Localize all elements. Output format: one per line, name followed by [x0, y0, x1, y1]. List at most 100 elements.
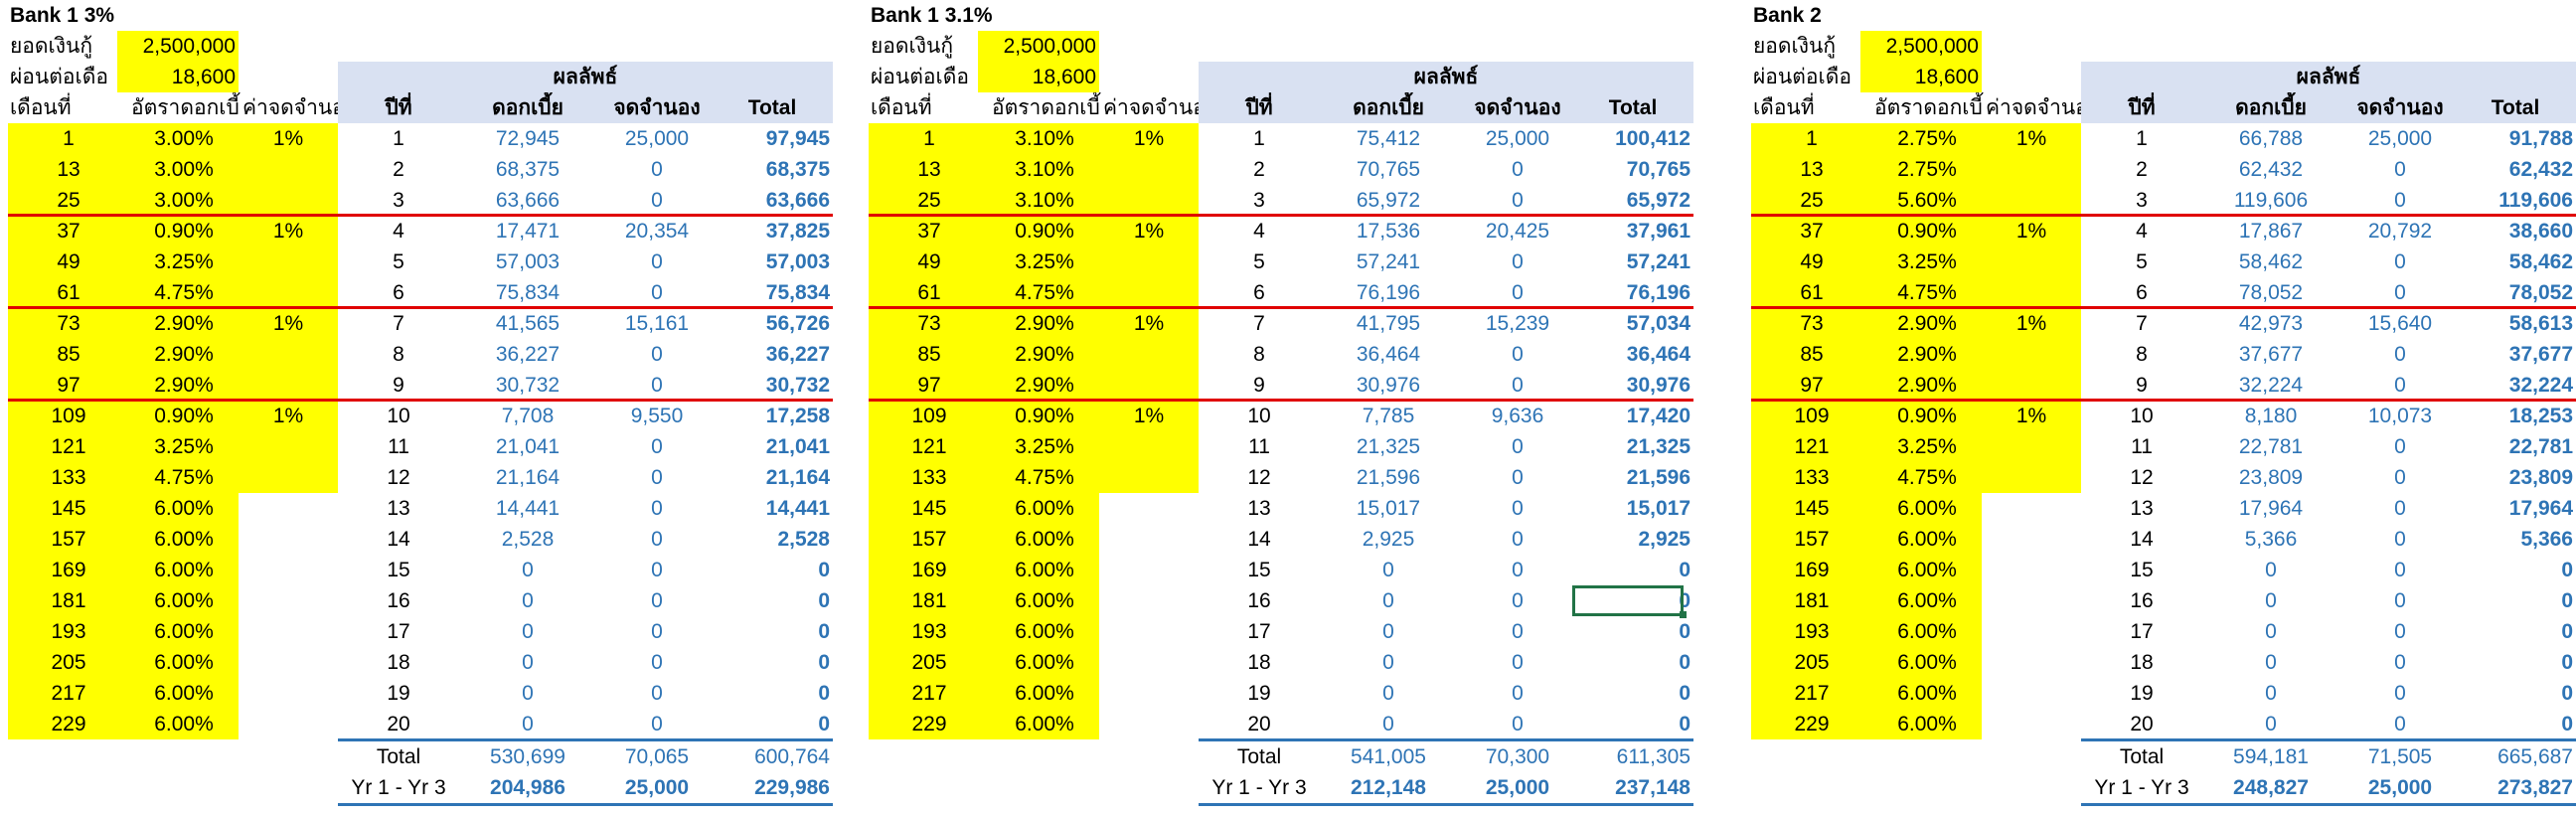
year-cell[interactable]: 18 — [1247, 651, 1271, 674]
yr-total[interactable]: 229,986 — [754, 776, 830, 799]
mortgage-cell[interactable]: 0 — [2394, 589, 2406, 612]
total-cell[interactable]: 32,224 — [2508, 374, 2573, 397]
total-cell[interactable]: 37,961 — [1626, 220, 1690, 243]
total-cell[interactable]: 0 — [818, 651, 830, 674]
interest-cell[interactable]: 2,528 — [501, 528, 555, 551]
interest-cell[interactable]: 72,945 — [495, 127, 561, 150]
total-cell[interactable]: 57,003 — [765, 250, 830, 273]
total-cell[interactable]: 0 — [1679, 713, 1690, 735]
year-cell[interactable]: 9 — [2136, 374, 2148, 397]
rate-cell[interactable]: 4.75% — [129, 277, 239, 308]
rate-cell[interactable]: 0.90% — [1872, 216, 1982, 246]
rate-cell[interactable]: 3.25% — [1872, 431, 1982, 462]
fee-cell[interactable] — [1982, 339, 2081, 370]
month-cell[interactable]: 61 — [8, 277, 129, 308]
year-cell[interactable]: 14 — [387, 528, 410, 551]
fee-cell[interactable] — [1982, 493, 2081, 524]
mortgage-cell[interactable]: 0 — [651, 281, 663, 304]
rate-cell[interactable]: 3.10% — [990, 154, 1099, 185]
rate-cell[interactable]: 6.00% — [1872, 524, 1982, 555]
interest-cell[interactable]: 32,224 — [2238, 374, 2304, 397]
rate-cell[interactable]: 6.00% — [990, 555, 1099, 585]
rate-cell[interactable]: 0.90% — [129, 216, 239, 246]
mortgage-cell[interactable]: 0 — [1512, 250, 1524, 273]
rate-cell[interactable]: 6.00% — [990, 493, 1099, 524]
fee-cell[interactable] — [1099, 370, 1199, 401]
fee-cell[interactable] — [239, 431, 338, 462]
interest-cell[interactable]: 37,677 — [2238, 343, 2304, 366]
interest-cell[interactable]: 57,003 — [495, 250, 561, 273]
fee-cell[interactable] — [239, 277, 338, 308]
year-cell[interactable]: 12 — [387, 466, 410, 489]
interest-cell[interactable]: 23,809 — [2238, 466, 2304, 489]
interest-cell[interactable]: 17,964 — [2238, 497, 2304, 520]
month-cell[interactable]: 157 — [1751, 524, 1872, 555]
total-cell[interactable]: 76,196 — [1626, 281, 1690, 304]
rate-cell[interactable]: 6.00% — [1872, 709, 1982, 739]
year-cell[interactable]: 13 — [387, 497, 410, 520]
year-cell[interactable]: 10 — [1247, 405, 1271, 427]
rate-cell[interactable]: 3.25% — [990, 246, 1099, 277]
year-cell[interactable]: 16 — [2130, 589, 2154, 612]
total-cell[interactable]: 0 — [1679, 589, 1690, 612]
total-mortgage[interactable]: 70,065 — [624, 745, 690, 768]
rate-cell[interactable]: 3.25% — [129, 246, 239, 277]
interest-cell[interactable]: 0 — [1382, 620, 1394, 643]
month-cell[interactable]: 73 — [8, 308, 129, 339]
payment-label[interactable]: ผ่อนต่อเดือ — [871, 66, 969, 88]
fee-cell[interactable] — [1099, 709, 1199, 739]
rate-cell[interactable]: 6.00% — [1872, 616, 1982, 647]
year-cell[interactable]: 4 — [393, 220, 404, 243]
rate-cell[interactable]: 4.75% — [990, 462, 1099, 493]
col-header-mortgage[interactable]: จดจำนอง — [2356, 96, 2444, 119]
fee-cell[interactable]: 1% — [239, 401, 338, 431]
rate-cell[interactable]: 6.00% — [1872, 678, 1982, 709]
month-cell[interactable]: 157 — [8, 524, 129, 555]
month-cell[interactable]: 121 — [1751, 431, 1872, 462]
year-cell[interactable]: 6 — [2136, 281, 2148, 304]
interest-cell[interactable]: 0 — [522, 589, 534, 612]
fee-cell[interactable] — [239, 647, 338, 678]
fill-handle[interactable] — [1680, 611, 1687, 618]
fee-cell[interactable] — [1982, 462, 2081, 493]
year-cell[interactable]: 12 — [1247, 466, 1271, 489]
month-cell[interactable]: 49 — [1751, 246, 1872, 277]
month-cell[interactable]: 145 — [1751, 493, 1872, 524]
month-cell[interactable]: 133 — [8, 462, 129, 493]
rate-cell[interactable]: 3.10% — [990, 185, 1099, 216]
result-header[interactable]: ผลลัพธ์ — [553, 66, 618, 88]
year-cell[interactable]: 17 — [2130, 620, 2154, 643]
total-sum[interactable]: 611,305 — [1616, 745, 1690, 768]
mortgage-cell[interactable]: 25,000 — [2367, 127, 2433, 150]
total-cell[interactable]: 0 — [2561, 682, 2573, 705]
rate-cell[interactable]: 6.00% — [1872, 585, 1982, 616]
rate-cell[interactable]: 2.90% — [129, 370, 239, 401]
month-cell[interactable]: 217 — [1751, 678, 1872, 709]
month-cell[interactable]: 1 — [8, 123, 129, 154]
interest-cell[interactable]: 17,536 — [1356, 220, 1421, 243]
total-cell[interactable]: 23,809 — [2508, 466, 2573, 489]
mortgage-cell[interactable]: 0 — [2394, 189, 2406, 212]
active-cell-selection[interactable] — [1572, 585, 1684, 616]
fee-cell[interactable] — [1982, 524, 2081, 555]
mortgage-cell[interactable]: 0 — [651, 682, 663, 705]
total-sum[interactable]: 665,687 — [2497, 745, 2573, 768]
mortgage-cell[interactable]: 0 — [651, 466, 663, 489]
fee-cell[interactable] — [239, 154, 338, 185]
year-cell[interactable]: 6 — [1253, 281, 1265, 304]
loan-label[interactable]: ยอดเงินกู้ — [871, 35, 954, 58]
rate-cell[interactable]: 6.00% — [990, 678, 1099, 709]
rate-cell[interactable]: 2.90% — [1872, 308, 1982, 339]
mortgage-cell[interactable]: 0 — [651, 374, 663, 397]
yr-mortgage[interactable]: 25,000 — [624, 776, 690, 799]
col-header-mortgage[interactable]: จดจำนอง — [613, 96, 701, 119]
month-cell[interactable]: 49 — [869, 246, 990, 277]
interest-cell[interactable]: 119,606 — [2233, 189, 2309, 212]
fee-cell[interactable] — [1099, 462, 1199, 493]
total-cell[interactable]: 57,241 — [1626, 250, 1690, 273]
mortgage-cell[interactable]: 0 — [2394, 435, 2406, 458]
fee-cell[interactable] — [239, 709, 338, 739]
month-cell[interactable]: 229 — [8, 709, 129, 739]
year-cell[interactable]: 20 — [1247, 713, 1271, 735]
loan-label[interactable]: ยอดเงินกู้ — [1753, 35, 1837, 58]
